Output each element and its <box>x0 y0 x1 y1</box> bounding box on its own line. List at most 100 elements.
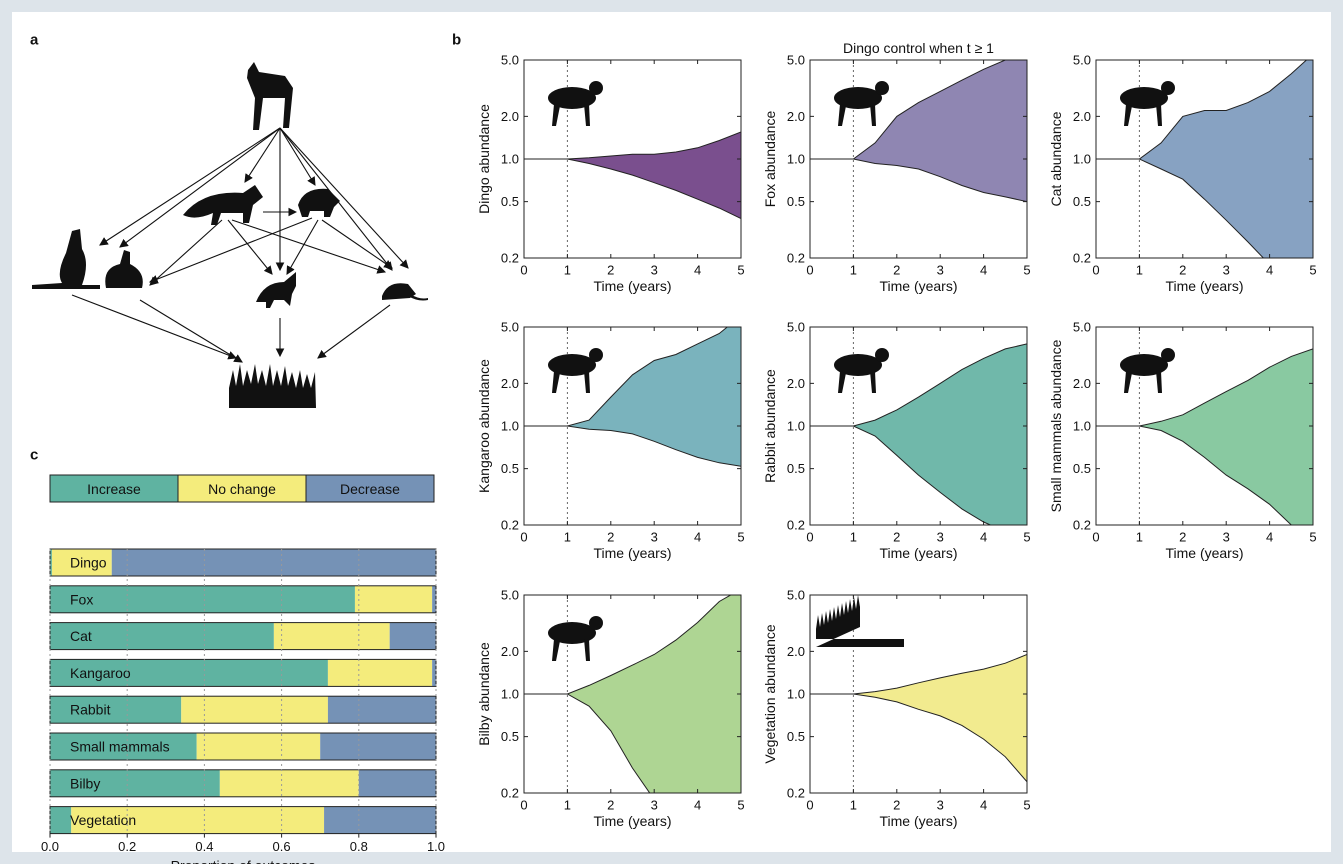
y-tick-label: 2.0 <box>501 644 519 659</box>
category-label: Small mammals <box>70 739 170 755</box>
panel-label: c <box>30 447 38 464</box>
figure: a b c 0.20.51.02.05.0012345Time (y <box>0 0 1343 864</box>
bar-segment <box>432 659 436 686</box>
y-tick-label: 2.0 <box>1073 109 1091 124</box>
y-tick-label: 1.0 <box>787 152 805 167</box>
y-tick-label: 1.0 <box>787 687 805 702</box>
x-tick-label: 5 <box>1023 530 1030 545</box>
x-tick-label: 4 <box>980 263 987 278</box>
bar-segment <box>50 586 355 613</box>
y-tick-label: 0.2 <box>787 518 805 533</box>
x-tick-label: 0 <box>520 798 527 813</box>
bar-segment <box>328 659 432 686</box>
y-axis-label: Dingo abundance <box>476 104 492 214</box>
x-tick-label: 1 <box>1136 263 1143 278</box>
y-tick-label: 1.0 <box>787 419 805 434</box>
x-tick-label: 2 <box>893 263 900 278</box>
y-tick-label: 5.0 <box>1073 53 1091 68</box>
y-tick-label: 0.5 <box>787 729 805 744</box>
x-axis-label: Time (years) <box>593 545 671 561</box>
y-tick-label: 0.5 <box>787 461 805 476</box>
x-tick-label: 1 <box>1136 530 1143 545</box>
panel-label: b <box>452 32 461 49</box>
x-tick-label: 0 <box>520 263 527 278</box>
x-tick-label: 5 <box>1023 263 1030 278</box>
x-tick-label: 0 <box>1092 530 1099 545</box>
bar-segment <box>355 586 432 613</box>
x-tick-label: 0 <box>806 798 813 813</box>
y-axis-label: Fox abundance <box>762 111 778 208</box>
y-tick-label: 5.0 <box>787 320 805 335</box>
icon <box>875 81 889 95</box>
y-tick-label: 5.0 <box>501 320 519 335</box>
x-tick-label: 2 <box>607 798 614 813</box>
y-axis-label: Bilby abundance <box>476 642 492 746</box>
x-tick-label: 0.2 <box>118 839 136 854</box>
y-tick-label: 5.0 <box>787 588 805 603</box>
bar-segment <box>274 623 390 650</box>
x-tick-label: 0 <box>520 530 527 545</box>
y-tick-label: 0.2 <box>501 786 519 801</box>
x-tick-label: 0 <box>806 263 813 278</box>
bar-segment <box>320 733 436 760</box>
x-tick-label: 3 <box>651 263 658 278</box>
icon <box>589 348 603 362</box>
y-tick-label: 5.0 <box>501 53 519 68</box>
x-tick-label: 3 <box>937 530 944 545</box>
x-tick-label: 1 <box>564 798 571 813</box>
y-axis-label: Cat abundance <box>1048 111 1064 206</box>
y-tick-label: 5.0 <box>501 588 519 603</box>
x-axis-label: Time (years) <box>1165 278 1243 294</box>
x-axis-label: Time (years) <box>593 278 671 294</box>
x-axis-label: Time (years) <box>879 813 957 829</box>
x-tick-label: 5 <box>737 530 744 545</box>
icon <box>875 348 889 362</box>
bar-segment <box>359 770 436 797</box>
x-tick-label: 4 <box>694 263 701 278</box>
panel-label: a <box>30 32 39 49</box>
y-tick-label: 0.5 <box>501 729 519 744</box>
legend-label: Decrease <box>340 481 400 497</box>
y-tick-label: 2.0 <box>787 644 805 659</box>
x-tick-label: 1 <box>564 530 571 545</box>
y-axis-label: Vegetation abundance <box>762 624 778 764</box>
x-axis-label: Time (years) <box>879 278 957 294</box>
y-tick-label: 2.0 <box>787 109 805 124</box>
y-tick-label: 2.0 <box>501 376 519 391</box>
x-tick-label: 0.6 <box>273 839 291 854</box>
bar-segment <box>432 586 436 613</box>
x-axis-label: Time (years) <box>879 545 957 561</box>
bar-segment <box>181 696 328 723</box>
x-tick-label: 1 <box>564 263 571 278</box>
icon <box>1161 81 1175 95</box>
bar-segment <box>328 696 436 723</box>
x-tick-label: 2 <box>893 798 900 813</box>
category-label: Rabbit <box>70 702 111 718</box>
y-tick-label: 1.0 <box>501 419 519 434</box>
x-tick-label: 0 <box>806 530 813 545</box>
legend-label: Increase <box>87 481 141 497</box>
x-tick-label: 1.0 <box>427 839 445 854</box>
bar-segment <box>112 549 436 576</box>
y-tick-label: 0.5 <box>501 194 519 209</box>
x-tick-label: 4 <box>694 798 701 813</box>
x-tick-label: 0 <box>1092 263 1099 278</box>
y-tick-label: 5.0 <box>787 53 805 68</box>
x-tick-label: 3 <box>651 798 658 813</box>
bar-segment <box>220 770 359 797</box>
x-tick-label: 3 <box>1223 530 1230 545</box>
y-tick-label: 0.5 <box>1073 194 1091 209</box>
x-tick-label: 4 <box>694 530 701 545</box>
x-tick-label: 5 <box>737 798 744 813</box>
x-tick-label: 4 <box>980 530 987 545</box>
x-tick-label: 3 <box>1223 263 1230 278</box>
x-tick-label: 2 <box>1179 263 1186 278</box>
y-tick-label: 0.5 <box>787 194 805 209</box>
legend-label: No change <box>208 481 276 497</box>
icon <box>589 616 603 630</box>
y-tick-label: 0.5 <box>1073 461 1091 476</box>
y-tick-label: 2.0 <box>501 109 519 124</box>
y-tick-label: 1.0 <box>1073 419 1091 434</box>
y-tick-label: 1.0 <box>501 687 519 702</box>
x-tick-label: 2 <box>607 530 614 545</box>
